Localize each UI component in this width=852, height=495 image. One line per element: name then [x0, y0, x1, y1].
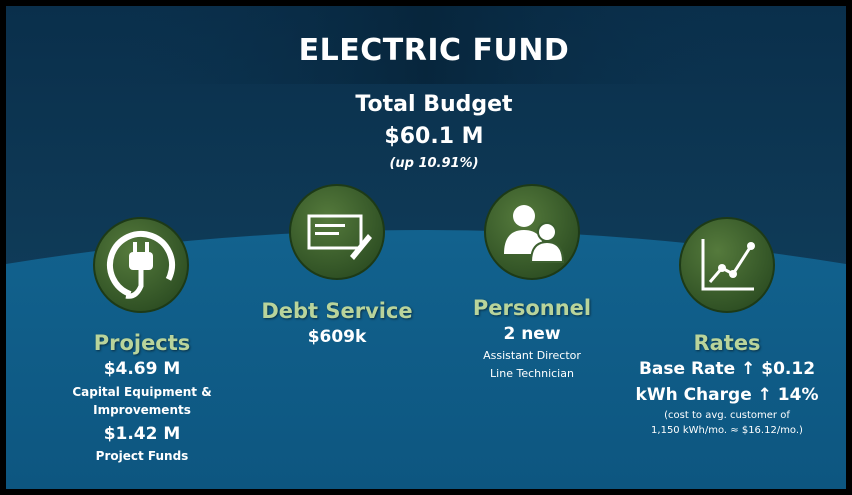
- item-line: Improvements: [93, 403, 191, 417]
- title: ELECTRIC FUND: [298, 33, 570, 68]
- item-title: Debt Service: [261, 299, 413, 323]
- item-line: Capital Equipment &: [72, 385, 212, 399]
- rates-icon: [679, 217, 775, 313]
- item-line: $4.69 M: [103, 359, 181, 379]
- item-line: (cost to avg. customer of: [664, 410, 790, 421]
- item-line: Base Rate ↑ $0.12: [638, 359, 816, 379]
- item-line: $609k: [307, 327, 367, 347]
- item-line: Project Funds: [95, 449, 189, 463]
- budget-amount: $60.1 M: [384, 124, 484, 149]
- budget-change: (up 10.91%): [389, 156, 479, 171]
- item-line: $1.42 M: [103, 424, 181, 444]
- projects-icon: [93, 217, 189, 313]
- item-line: Assistant Director: [483, 349, 581, 362]
- item-title: Rates: [693, 331, 761, 355]
- personnel-icon: [484, 184, 580, 280]
- item-title: Personnel: [472, 296, 592, 320]
- budget-label: Total Budget: [355, 92, 513, 117]
- debt-icon: [289, 184, 385, 280]
- background: [6, 6, 846, 489]
- item-line: kWh Charge ↑ 14%: [635, 385, 819, 405]
- item-line: Line Technician: [490, 367, 574, 380]
- slide: ELECTRIC FUND Total Budget $60.1 M (up 1…: [6, 6, 846, 489]
- item-line: 1,150 kWh/mo. ≈ $16.12/mo.): [651, 425, 803, 436]
- item-line: 2 new: [503, 324, 561, 344]
- item-title: Projects: [93, 331, 191, 355]
